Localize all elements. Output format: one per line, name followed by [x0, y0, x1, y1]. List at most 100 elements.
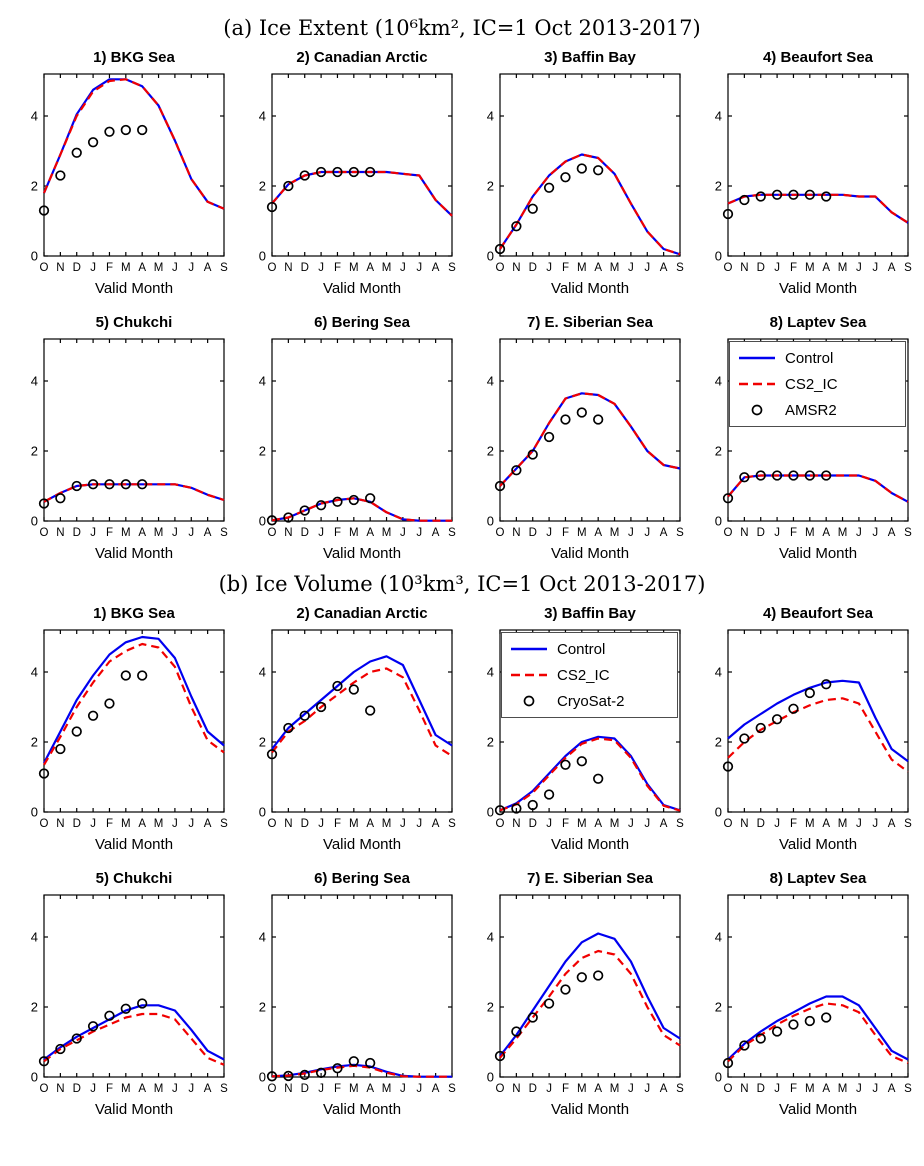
series-CS2_IC — [499, 737, 681, 812]
series-Control — [727, 679, 909, 763]
subplot-title: 4) Beaufort Sea — [762, 605, 874, 622]
x-axis-label: Valid Month — [94, 280, 174, 297]
x-tick-label: A — [888, 527, 896, 539]
subplot-b-4: 4) Beaufort Sea 0 2 4 O N D J F M A M J J A S Valid Mont… — [694, 604, 914, 853]
x-tick-label: F — [562, 262, 569, 274]
x-tick-label: F — [790, 818, 797, 830]
x-tick-label: J — [188, 1083, 194, 1095]
x-tick-label: F — [106, 818, 113, 830]
series-AMSR2 — [266, 166, 376, 213]
x-tick-label: N — [56, 527, 64, 539]
x-tick-label: J — [644, 818, 650, 830]
x-axis-label: Valid Month — [778, 1101, 858, 1118]
series-CryoSat-2 — [494, 970, 604, 1062]
subplot-b-8: 8) Laptev Sea 0 2 4 O N D J F M A M J J A S Valid Month — [694, 869, 914, 1118]
series-Control — [727, 474, 909, 503]
x-tick-label: J — [856, 1083, 862, 1095]
subplot-a-6: 6) Bering Sea 0 2 4 O N D J F M A M J J A S Valid Month — [238, 313, 458, 562]
x-tick-label: M — [577, 818, 587, 830]
x-tick-label: S — [904, 262, 912, 274]
series-CS2_IC — [271, 667, 453, 757]
panel-a-grid: 1) BKG Sea 0 2 4 O N D J F M A M J J A S Valid Month 2) C… — [0, 48, 924, 562]
series-Control — [271, 497, 452, 522]
y-tick-label: 4 — [487, 374, 494, 389]
y-tick-label: 0 — [715, 249, 722, 264]
subplot-title: 3) Baffin Bay — [544, 605, 636, 622]
subplot-a-3: 3) Baffin Bay 0 2 4 O N D J F M A M J J A S Valid Month — [466, 48, 686, 297]
x-tick-label: A — [204, 818, 212, 830]
y-tick-label: 4 — [259, 109, 266, 124]
x-tick-label: O — [268, 262, 277, 274]
subplot-title: 2) Canadian Arctic — [296, 49, 428, 66]
x-tick-label: J — [628, 818, 634, 830]
x-tick-label: A — [594, 818, 602, 830]
x-tick-label: N — [284, 1083, 292, 1095]
x-tick-label: J — [872, 262, 878, 274]
y-tick-label: 2 — [31, 179, 38, 194]
x-tick-label: N — [512, 527, 520, 539]
x-tick-label: M — [805, 527, 815, 539]
x-tick-label: M — [349, 262, 359, 274]
subplot-title: 5) Chukchi — [95, 314, 173, 331]
x-tick-label: F — [790, 527, 797, 539]
x-tick-label: J — [172, 818, 178, 830]
x-tick-label: F — [790, 1083, 797, 1095]
x-tick-label: J — [774, 818, 780, 830]
subplot-a-1: 1) BKG Sea 0 2 4 O N D J F M A M J J A S Valid Month — [10, 48, 230, 297]
x-tick-label: J — [774, 262, 780, 274]
x-tick-label: S — [904, 818, 912, 830]
x-tick-label: J — [546, 262, 552, 274]
x-tick-label: M — [838, 262, 848, 274]
x-tick-label: M — [610, 1083, 620, 1095]
x-tick-label: A — [594, 262, 602, 274]
x-tick-label: M — [154, 1083, 164, 1095]
x-tick-label: J — [90, 1083, 96, 1095]
x-axis-label: Valid Month — [550, 1101, 630, 1118]
series-CS2_IC — [499, 392, 681, 487]
x-tick-label: F — [562, 527, 569, 539]
x-tick-label: J — [774, 527, 780, 539]
x-tick-label: O — [724, 262, 733, 274]
x-tick-label: M — [121, 527, 131, 539]
subplot-title: 6) Bering Sea — [314, 870, 410, 887]
x-tick-label: M — [805, 1083, 815, 1095]
y-tick-label: 0 — [487, 1070, 494, 1085]
x-tick-label: A — [822, 1083, 830, 1095]
x-tick-label: M — [382, 1083, 392, 1095]
x-tick-label: J — [628, 1083, 634, 1095]
x-tick-label: J — [856, 818, 862, 830]
panel-a-title: (a) Ice Extent (10⁶km², IC=1 Oct 2013-20… — [223, 16, 701, 40]
subplot-b-5: 5) Chukchi 0 2 4 O N D J F M A M J J A S Valid Month — [10, 869, 230, 1118]
x-tick-label: D — [301, 818, 309, 830]
x-tick-label: J — [416, 818, 422, 830]
x-tick-label: O — [40, 1083, 49, 1095]
x-tick-label: S — [676, 262, 684, 274]
x-axis-label: Valid Month — [322, 1101, 402, 1118]
x-tick-label: S — [448, 527, 456, 539]
x-tick-label: M — [610, 527, 620, 539]
x-tick-label: M — [805, 818, 815, 830]
panel-b-title: (b) Ice Volume (10³km³, IC=1 Oct 2013-20… — [218, 572, 706, 596]
series-AMSR2 — [494, 163, 604, 255]
x-tick-label: M — [121, 262, 131, 274]
y-tick-label: 4 — [487, 930, 494, 945]
x-tick-label: A — [660, 1083, 668, 1095]
x-tick-label: F — [790, 262, 797, 274]
y-tick-label: 2 — [715, 735, 722, 750]
x-tick-label: A — [888, 262, 896, 274]
series-AMSR2 — [722, 470, 832, 504]
x-tick-label: A — [138, 1083, 146, 1095]
legend: Control CS2_IC AMSR2 — [729, 341, 906, 427]
x-tick-label: A — [138, 818, 146, 830]
y-tick-label: 2 — [487, 179, 494, 194]
subplot-a-7: 7) E. Siberian Sea 0 2 4 O N D J F M A M J J A S Valid M… — [466, 313, 686, 562]
y-tick-label: 0 — [31, 1070, 38, 1085]
x-tick-label: M — [577, 1083, 587, 1095]
x-tick-label: D — [757, 262, 765, 274]
x-tick-label: J — [90, 818, 96, 830]
x-tick-label: S — [904, 527, 912, 539]
x-tick-label: A — [432, 262, 440, 274]
